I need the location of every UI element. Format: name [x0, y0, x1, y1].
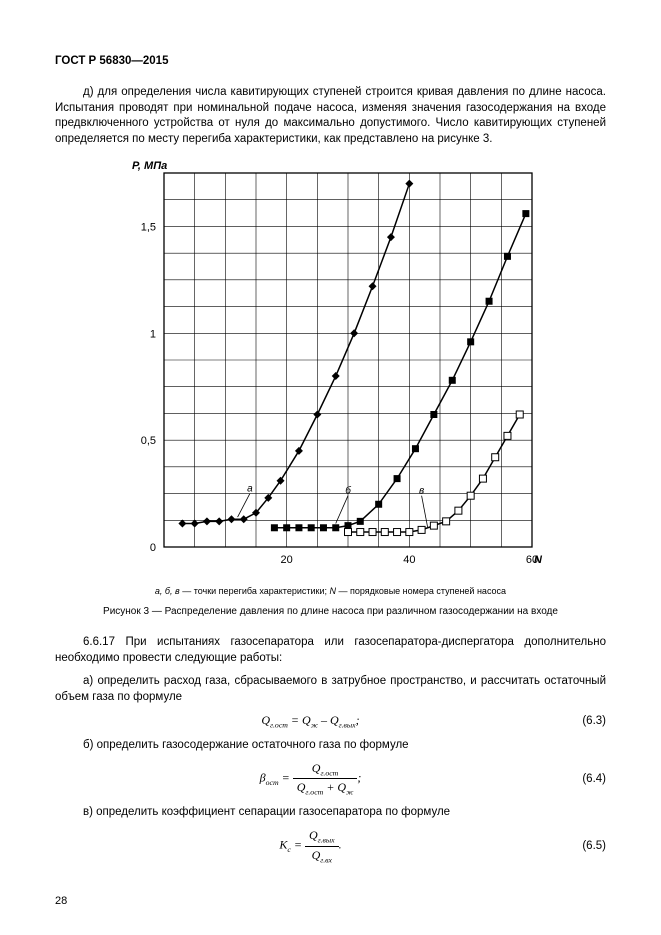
figure-caption: Рисунок 3 — Распределение давления по дл… [55, 606, 606, 617]
svg-text:1: 1 [149, 328, 155, 340]
svg-text:P, МПа: P, МПа [132, 160, 167, 172]
equation-6-4: βост = Qг.ост Qг.ост + Qж ; (6.4) [55, 761, 606, 797]
svg-text:0,5: 0,5 [140, 435, 155, 447]
para-c: в) определить коэффициент сепарации газо… [55, 805, 606, 821]
pressure-chart: 20406000,511,5NP, МПаабв [116, 155, 546, 575]
svg-text:20: 20 [280, 554, 292, 566]
para-b: б) определить газосодержание остаточного… [55, 738, 606, 754]
svg-text:N: N [534, 554, 543, 566]
svg-text:в: в [418, 486, 423, 497]
equation-6-3: Qг.ост = Qж – Qг.вых; (6.3) [55, 713, 606, 729]
chart-legend: а, б, в — точки перегиба характеристики;… [55, 586, 606, 596]
para-6617: 6.6.17 При испытаниях газосепаратора или… [55, 635, 606, 666]
page-number: 28 [55, 895, 67, 907]
para-a: а) определить расход газа, сбрасываемого… [55, 674, 606, 705]
svg-text:40: 40 [403, 554, 415, 566]
svg-text:1,5: 1,5 [140, 221, 155, 233]
svg-text:0: 0 [149, 542, 155, 554]
chart-figure: 20406000,511,5NP, МПаабв [55, 155, 606, 580]
svg-text:а: а [247, 484, 253, 495]
equation-6-5: Kc = Qг.вых Qг.вх . (6.5) [55, 828, 606, 864]
para-d: д) для определения числа кавитирующих ст… [55, 85, 606, 147]
svg-text:б: б [345, 485, 351, 497]
doc-header: ГОСТ Р 56830—2015 [55, 55, 606, 67]
